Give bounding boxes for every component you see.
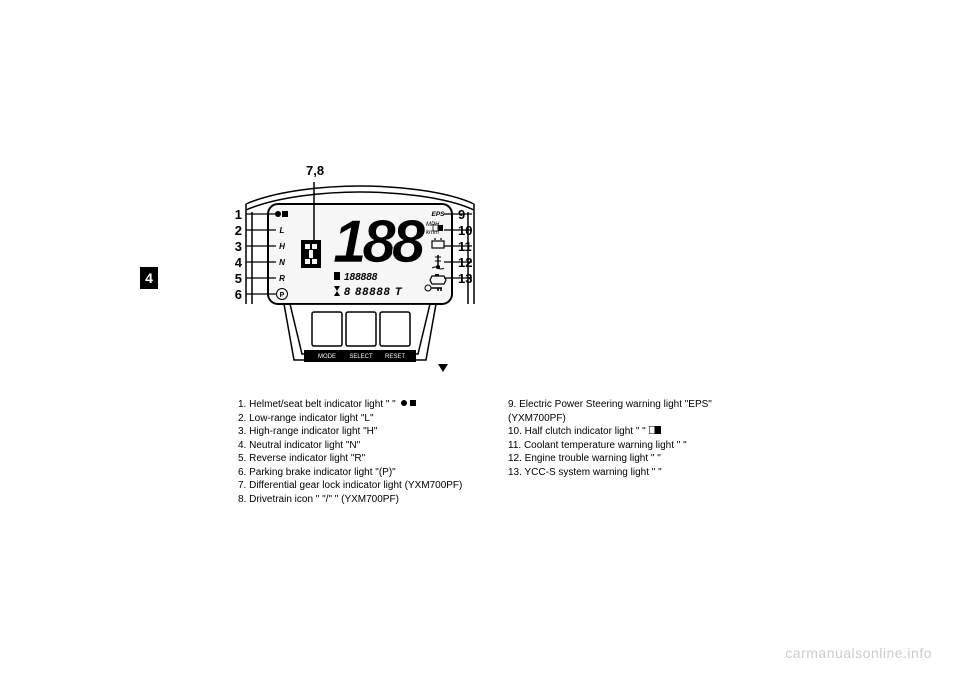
drivetrain-icon	[301, 240, 321, 268]
page-number-tab: 4	[140, 267, 158, 289]
caption-9: 9. Electric Power Steering warning light…	[508, 398, 748, 425]
caption-10: 10. Half clutch indicator light " "	[508, 425, 748, 439]
figure-label-10: 10	[458, 224, 472, 237]
dashboard-figure: 7,8 1 2 3 4 5 6 9 10 11 12 13	[238, 164, 483, 384]
page: 4 7,8 1 2 3 4 5 6 9 10 11 12 13	[0, 0, 960, 679]
half-clutch-icon	[433, 225, 443, 231]
gear-H: H	[279, 242, 285, 251]
watermark: carmanualsonline.info	[785, 645, 932, 661]
corner-glyph	[438, 364, 448, 372]
readout-line1: 188888	[344, 272, 378, 283]
figure-label-11: 11	[458, 240, 472, 253]
gear-N: N	[279, 258, 285, 267]
figure-label-4: 4	[232, 256, 242, 269]
svg-text:P: P	[280, 292, 285, 299]
fuel-icon	[334, 272, 340, 280]
helmet-icon	[399, 398, 423, 411]
svg-text:188: 188	[333, 208, 426, 275]
dashboard-svg: L H N R P 188	[238, 164, 483, 384]
figure-label-6: 6	[232, 288, 242, 301]
figure-label-2: 2	[232, 224, 242, 237]
figure-label-1: 1	[232, 208, 242, 221]
caption-5: 5. Reverse indicator light "R"	[238, 452, 478, 466]
figure-label-5: 5	[232, 272, 242, 285]
caption-13: 13. YCC-S system warning light " "	[508, 466, 748, 480]
figure-label-3: 3	[232, 240, 242, 253]
caption-2: 2. Low-range indicator light "L"	[238, 412, 478, 426]
reset-button-label: RESET	[385, 354, 405, 360]
half-clutch-icon	[649, 425, 661, 437]
figure-label-13: 13	[458, 272, 472, 285]
caption-4: 4. Neutral indicator light "N"	[238, 439, 478, 453]
caption-3: 3. High-range indicator light "H"	[238, 425, 478, 439]
select-button-label: SELECT	[349, 354, 373, 360]
mode-button-label: MODE	[318, 354, 336, 360]
caption-12: 12. Engine trouble warning light " "	[508, 452, 748, 466]
figure-label-12: 12	[458, 256, 472, 269]
readout-line2: 8 88888 T	[344, 286, 403, 298]
gear-L: L	[280, 226, 285, 235]
figure-label-9: 9	[458, 208, 465, 221]
caption-8: 8. Drivetrain icon " "/" " (YXM700PF)	[238, 493, 478, 507]
caption-7: 7. Differential gear lock indicator ligh…	[238, 479, 478, 493]
speed-digits: 188	[333, 208, 426, 275]
caption-11: 11. Coolant temperature warning light " …	[508, 439, 748, 453]
caption-left: 1. Helmet/seat belt indicator light " " …	[238, 398, 478, 506]
eps-icon: EPS	[431, 211, 445, 218]
caption-1: 1. Helmet/seat belt indicator light " "	[238, 398, 478, 412]
caption-6: 6. Parking brake indicator light "(P)"	[238, 466, 478, 480]
caption-right: 9. Electric Power Steering warning light…	[508, 398, 748, 479]
gear-R: R	[279, 274, 285, 283]
figure-label-7-8: 7,8	[306, 164, 324, 177]
